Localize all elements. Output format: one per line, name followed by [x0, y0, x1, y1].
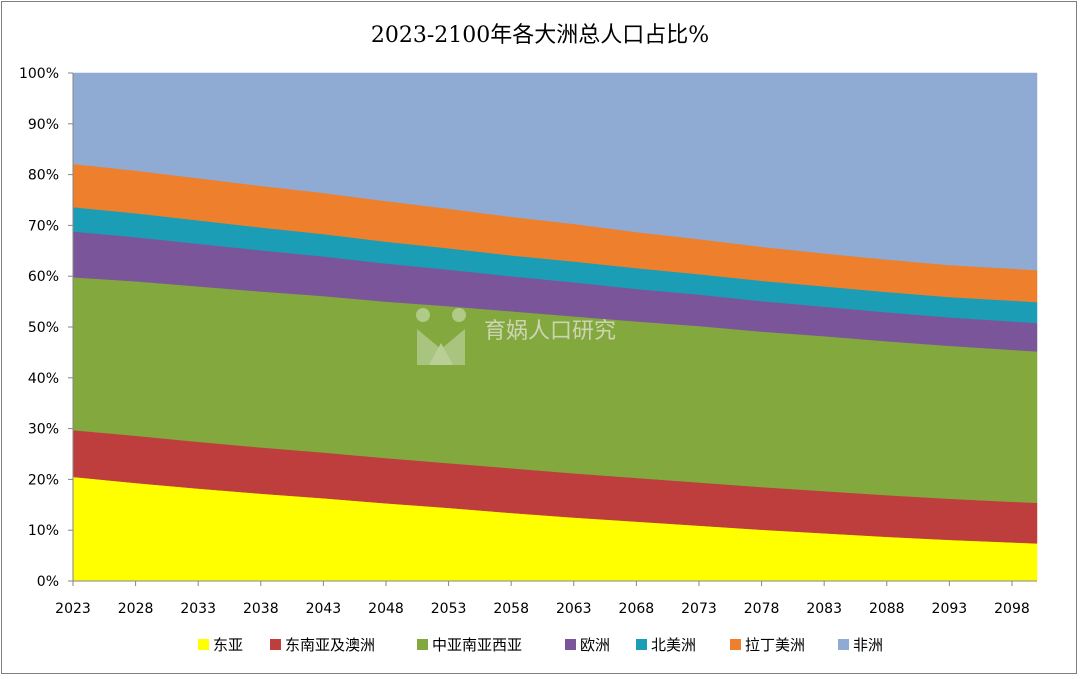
legend-swatch [198, 639, 209, 650]
axes: 0% 10% 20% 30% 40% 50% 60% 70% 80% 90% 100% 2023 202… [19, 66, 1037, 617]
y-tick-label: 80% [28, 168, 59, 184]
x-tick-label: 2023 [55, 601, 91, 617]
x-tick-label: 2043 [306, 601, 342, 617]
y-tick-label: 70% [28, 218, 59, 234]
x-tick-label: 2063 [556, 601, 592, 617]
legend-label: 东亚 [213, 636, 243, 654]
y-tick-label: 0% [37, 574, 59, 590]
y-tick-label: 50% [28, 320, 59, 336]
y-tick-label: 90% [28, 117, 59, 133]
x-tick-label: 2083 [806, 601, 842, 617]
x-tick-label: 2033 [180, 601, 216, 617]
y-tick-label: 60% [28, 269, 59, 285]
legend-label: 非洲 [853, 636, 883, 654]
legend-label: 东南亚及澳洲 [285, 636, 375, 654]
area-layer [72, 72, 1038, 582]
legend-swatch [417, 639, 428, 650]
x-tick-label: 2078 [744, 601, 780, 617]
legend-label: 中亚南亚西亚 [432, 636, 522, 654]
watermark-text: 育娲人口研究 [484, 319, 616, 344]
x-tick-label: 2048 [368, 601, 404, 617]
y-tick-label: 100% [19, 66, 59, 82]
legend-swatch [730, 639, 741, 650]
x-tick-label: 2098 [994, 601, 1030, 617]
x-tick-label: 2058 [493, 601, 529, 617]
legend-label: 欧洲 [580, 636, 610, 654]
y-tick-label: 10% [28, 523, 59, 539]
y-tick-label: 30% [28, 422, 59, 438]
legend-swatch [565, 639, 576, 650]
x-tick-label: 2088 [869, 601, 905, 617]
legend-label: 北美洲 [651, 636, 696, 654]
legend-swatch [636, 639, 647, 650]
y-tick-label: 40% [28, 371, 59, 387]
x-tick-label: 2068 [619, 601, 655, 617]
legend-swatch [838, 639, 849, 650]
legend: 东亚 东南亚及澳洲 中亚南亚西亚 欧洲 北美洲 拉丁美洲 非洲 [198, 636, 883, 654]
x-tick-label: 2028 [118, 601, 154, 617]
legend-swatch [270, 639, 281, 650]
watermark-logo-icon [416, 308, 466, 365]
legend-label: 拉丁美洲 [745, 636, 805, 654]
x-tick-label: 2073 [681, 601, 717, 617]
chart-title: 2023-2100年各大洲总人口占比% [371, 23, 709, 48]
area-series-6 [72, 72, 1038, 271]
watermark: 育娲人口研究 [416, 308, 616, 365]
x-tick-label: 2053 [431, 601, 467, 617]
x-tick-label: 2093 [932, 601, 968, 617]
x-tick-label: 2038 [243, 601, 279, 617]
y-tick-label: 20% [28, 472, 59, 488]
